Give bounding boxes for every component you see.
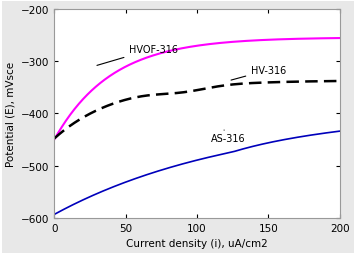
Text: HV-316: HV-316 <box>231 66 286 81</box>
Text: AS-316: AS-316 <box>211 131 246 143</box>
Text: HVOF-316: HVOF-316 <box>97 45 178 66</box>
X-axis label: Current density (i), uA/cm2: Current density (i), uA/cm2 <box>126 239 268 248</box>
Y-axis label: Potential (E), mVsce: Potential (E), mVsce <box>6 61 16 166</box>
